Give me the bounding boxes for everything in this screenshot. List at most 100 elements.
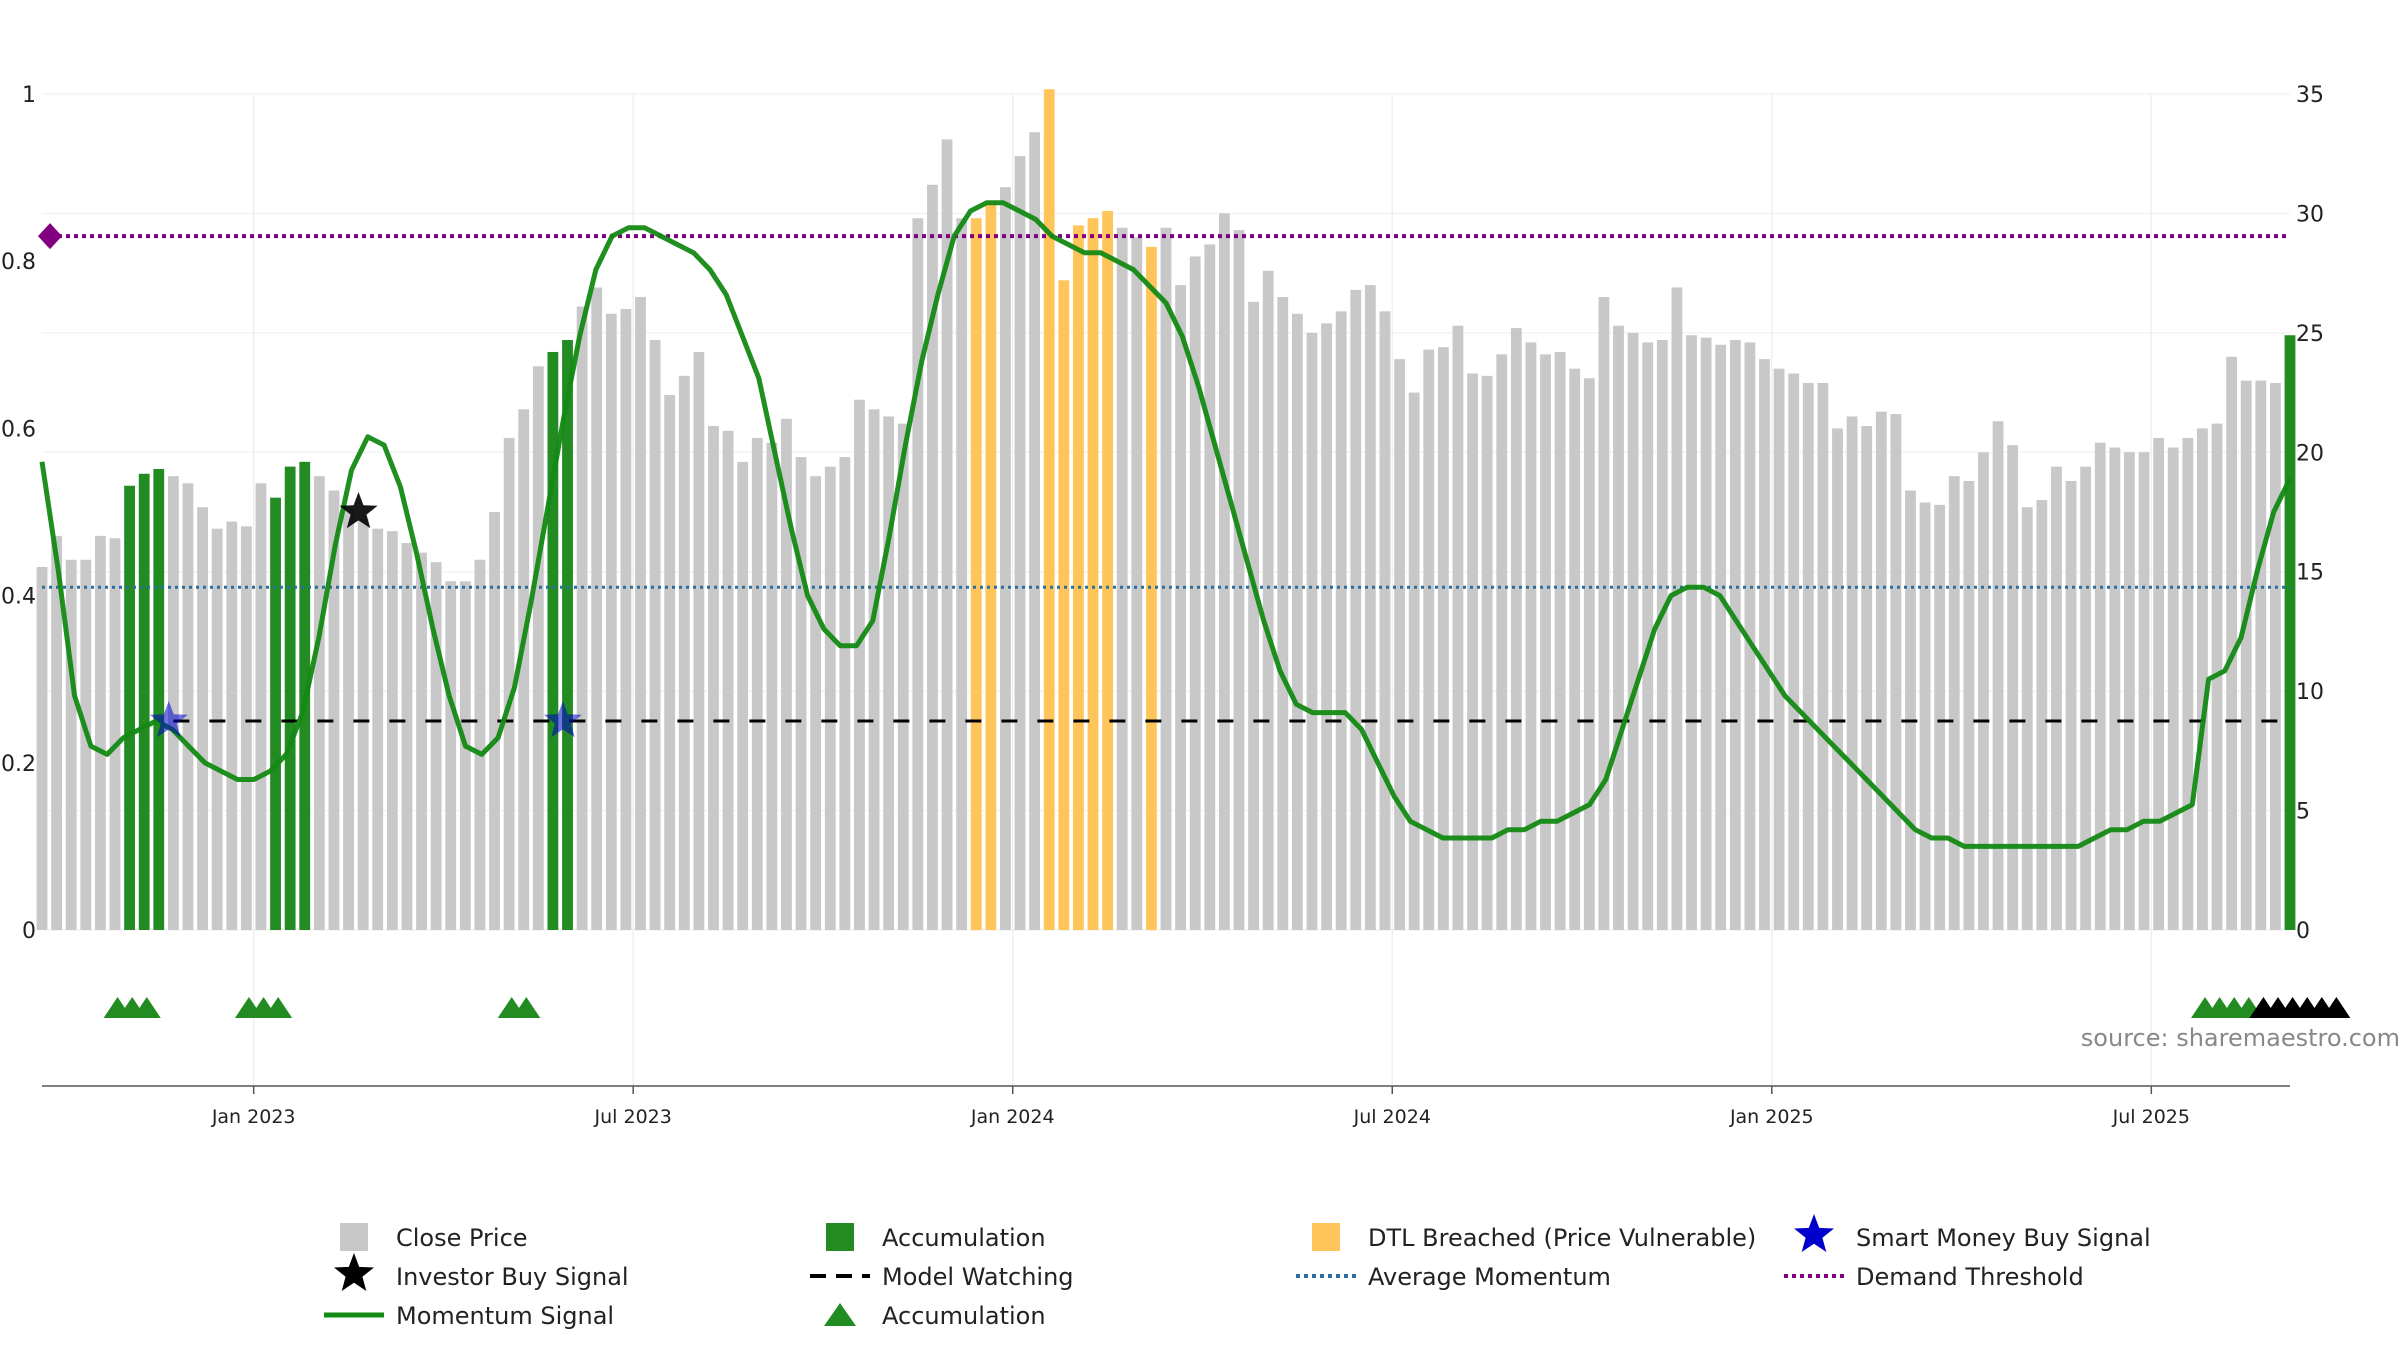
close-price-bar bbox=[1510, 328, 1522, 931]
legend-close-key bbox=[340, 1223, 368, 1251]
close-price-bar bbox=[2065, 480, 2077, 930]
dtl-breached-bar bbox=[1102, 211, 1114, 931]
close-price-bar bbox=[927, 184, 938, 930]
close-price-bar bbox=[459, 581, 471, 930]
close-price-bar bbox=[211, 528, 223, 930]
close-price-bar bbox=[532, 366, 544, 931]
accumulation-bar bbox=[284, 466, 296, 930]
accumulation-bar bbox=[138, 473, 150, 930]
legend-label: DTL Breached (Price Vulnerable) bbox=[1368, 1224, 1756, 1252]
close-price-bar bbox=[1686, 335, 1697, 930]
close-price-bar bbox=[1583, 378, 1595, 930]
reference-lines bbox=[38, 223, 2290, 723]
dtl-breached-bar bbox=[970, 218, 982, 931]
close-price-bar bbox=[1175, 285, 1186, 931]
smart-money-buy-star bbox=[149, 701, 188, 738]
close-price-bar bbox=[1963, 480, 1975, 930]
left-axis-tick: 0.6 bbox=[1, 417, 36, 442]
accumulation-bar bbox=[124, 485, 135, 930]
close-price-bar bbox=[357, 519, 369, 930]
close-price-bar bbox=[1759, 359, 1770, 930]
x-axis-label: Jan 2025 bbox=[1729, 1106, 1814, 1128]
x-axis-label: Jul 2023 bbox=[594, 1106, 672, 1128]
close-price-bar bbox=[649, 340, 661, 931]
legend-item: Accumulation bbox=[826, 1223, 1046, 1252]
close-price-bar bbox=[591, 287, 603, 931]
smart-money-buy-star bbox=[543, 701, 582, 738]
close-price-bar bbox=[1656, 340, 1668, 931]
close-price-bar bbox=[36, 566, 48, 930]
accumulation-bar bbox=[270, 497, 281, 930]
close-price-bar bbox=[2153, 437, 2165, 930]
close-price-bar bbox=[1598, 297, 1610, 930]
close-price-bar bbox=[51, 535, 62, 930]
close-price-bar bbox=[620, 308, 632, 930]
close-price-bar bbox=[386, 531, 398, 930]
close-price-bar bbox=[2007, 445, 2019, 930]
legend-label: Accumulation bbox=[882, 1224, 1046, 1252]
close-price-bar bbox=[868, 409, 880, 930]
close-price-bar bbox=[1350, 289, 1362, 930]
close-price-bar bbox=[1978, 452, 1989, 930]
legend-label: Momentum Signal bbox=[396, 1302, 614, 1330]
close-price-bar bbox=[810, 476, 822, 930]
legend-investor-star bbox=[334, 1253, 374, 1291]
momentum-signal bbox=[39, 200, 2293, 849]
close-price-bar bbox=[956, 218, 968, 931]
close-price-bar bbox=[664, 394, 676, 931]
investor-buy-star bbox=[339, 492, 378, 529]
close-price-bar bbox=[1218, 213, 1230, 930]
close-price-bar bbox=[2051, 466, 2062, 930]
legend-label: Smart Money Buy Signal bbox=[1856, 1224, 2151, 1252]
close-price-bar bbox=[1262, 270, 1274, 930]
close-price-bar bbox=[518, 409, 530, 930]
close-price-bar bbox=[1729, 340, 1741, 931]
close-price-bar bbox=[313, 476, 325, 930]
legend-label: Close Price bbox=[396, 1224, 528, 1252]
legend-item: Model Watching bbox=[810, 1263, 1074, 1291]
right-axis-tick: 0 bbox=[2296, 919, 2310, 944]
dtl-breached-bar bbox=[1073, 225, 1084, 930]
close-price-bar bbox=[2240, 380, 2252, 931]
accumulation-bar bbox=[547, 351, 559, 931]
close-price-bar bbox=[1481, 375, 1493, 930]
close-price-bar bbox=[912, 218, 924, 931]
close-price-bar bbox=[1992, 421, 2004, 930]
close-price-bar bbox=[2109, 447, 2121, 930]
close-price-bar bbox=[167, 476, 179, 930]
dtl-breached-bar bbox=[985, 201, 997, 930]
left-axis-tick: 1 bbox=[22, 83, 36, 108]
close-price-bar bbox=[94, 535, 106, 930]
close-price-bar bbox=[445, 581, 457, 930]
close-price-bar bbox=[693, 351, 705, 931]
demand-threshold-marker bbox=[38, 223, 62, 250]
close-price-bar bbox=[941, 139, 953, 930]
close-price-bar bbox=[1131, 237, 1143, 931]
close-price-bar bbox=[1379, 311, 1391, 930]
close-price-bar bbox=[109, 538, 121, 930]
right-axis-tick: 30 bbox=[2296, 202, 2324, 227]
close-price-bar bbox=[1788, 373, 1800, 930]
left-axis-tick: 0.8 bbox=[1, 250, 36, 275]
legend-triangle-key bbox=[824, 1303, 856, 1326]
close-price-bar bbox=[503, 437, 515, 930]
close-price-bar bbox=[65, 559, 77, 930]
close-price-bar bbox=[489, 512, 500, 930]
close-price-bar bbox=[751, 437, 763, 930]
x-axis-label: Jul 2024 bbox=[1353, 1106, 1431, 1128]
close-price-bar bbox=[2036, 500, 2048, 930]
source-label: source: sharemaestro.com bbox=[2081, 1024, 2400, 1052]
close-price-bar bbox=[2270, 383, 2281, 930]
close-price-bar bbox=[1744, 342, 1756, 930]
close-price-bar bbox=[824, 466, 836, 930]
close-price-bar bbox=[1408, 392, 1420, 931]
close-price-bar bbox=[1437, 347, 1449, 930]
close-price-bar bbox=[854, 399, 865, 930]
close-price-bar bbox=[2094, 442, 2106, 930]
legend-item: Accumulation bbox=[824, 1302, 1046, 1330]
legend-label: Demand Threshold bbox=[1856, 1263, 2084, 1291]
watching-triangle bbox=[2322, 997, 2351, 1018]
legend-smart-money-star bbox=[1794, 1214, 1834, 1252]
close-price-bar bbox=[897, 423, 909, 930]
